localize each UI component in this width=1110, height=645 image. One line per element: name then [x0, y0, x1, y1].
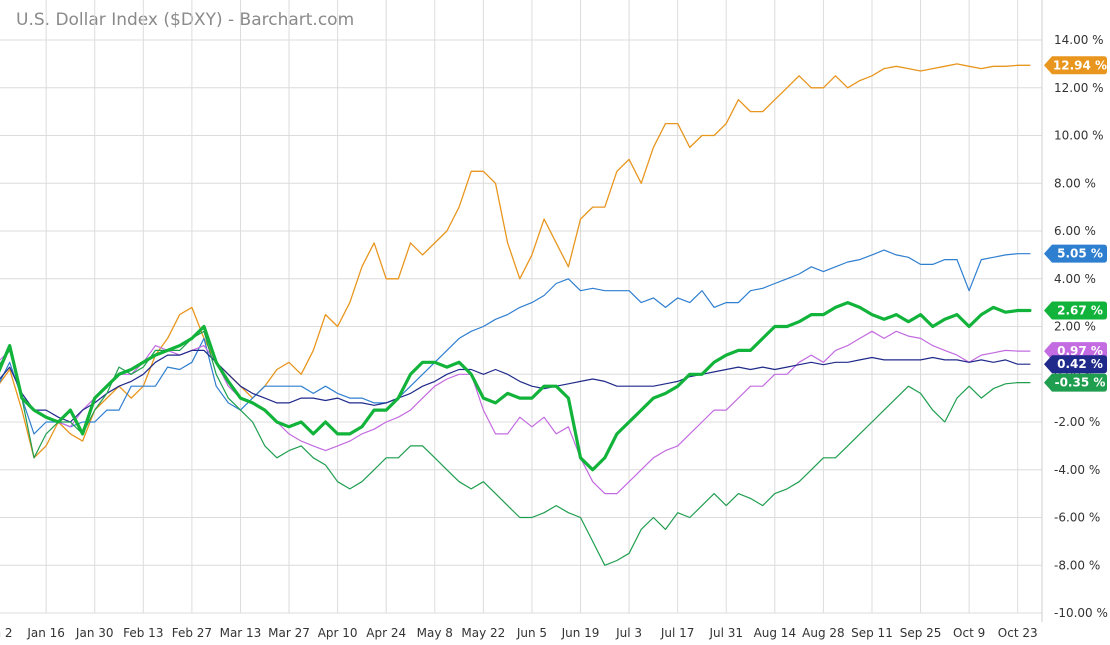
x-tick-label: Jan 30: [75, 626, 114, 640]
y-tick-label: 2.00 %: [1054, 320, 1096, 334]
x-tick-label: Jan 2: [0, 626, 13, 640]
x-tick-label: Sep 25: [900, 626, 942, 640]
x-tick-label: Mar 13: [220, 626, 262, 640]
x-tick-label: Jun 5: [516, 626, 547, 640]
x-tick-label: Jul 17: [660, 626, 695, 640]
x-tick-label: Oct 23: [998, 626, 1038, 640]
x-tick-label: Mar 27: [268, 626, 310, 640]
y-tick-label: -4.00 %: [1054, 463, 1100, 477]
value-badge-0: [1044, 56, 1107, 75]
series-line-1: [0, 249, 1031, 435]
y-tick-label: 4.00 %: [1054, 272, 1096, 286]
value-badge-1: [1044, 244, 1107, 263]
x-tick-label: Feb 27: [172, 626, 212, 640]
series-line-5: [0, 301, 1032, 472]
y-tick-label: -10.00 %: [1054, 606, 1108, 620]
x-tick-label: Jun 19: [561, 626, 600, 640]
value-badge-label-2: 0.97 %: [1057, 344, 1103, 358]
x-tick-label: Jan 16: [26, 626, 65, 640]
value-badge-3: [1044, 355, 1107, 374]
y-tick-label: 14.00 %: [1054, 33, 1104, 47]
x-tick-label: Apr 10: [318, 626, 358, 640]
series-line-0: [0, 63, 1031, 459]
series-line-4: [0, 330, 1031, 566]
value-badge-label-4: -0.35 %: [1055, 376, 1106, 390]
x-tick-label: Oct 9: [953, 626, 985, 640]
x-tick-label: Jul 31: [708, 626, 743, 640]
y-tick-label: 12.00 %: [1054, 81, 1104, 95]
y-tick-label: 10.00 %: [1054, 129, 1104, 143]
chart-title: U.S. Dollar Index ($DXY) - Barchart.com: [16, 10, 355, 30]
x-tick-label: Aug 14: [754, 626, 797, 640]
x-tick-label: Feb 13: [123, 626, 163, 640]
x-tick-label: Aug 28: [802, 626, 845, 640]
value-badge-5: [1044, 301, 1107, 320]
value-badge-label-5: 2.67 %: [1057, 304, 1103, 318]
y-tick-label: -2.00 %: [1054, 415, 1100, 429]
y-tick-label: 8.00 %: [1054, 176, 1096, 190]
value-badge-label-1: 5.05 %: [1057, 247, 1103, 261]
y-tick-label: -6.00 %: [1054, 511, 1100, 525]
x-tick-label: Sep 11: [851, 626, 893, 640]
y-tick-label: -8.00 %: [1054, 558, 1100, 572]
series-line-3: [0, 349, 1031, 423]
y-tick-label: 6.00 %: [1054, 224, 1096, 238]
value-badge-label-3: 0.42 %: [1057, 357, 1103, 371]
x-tick-label: Jul 3: [615, 626, 642, 640]
value-badge-label-0: 12.94 %: [1053, 58, 1107, 72]
x-tick-label: May 22: [461, 626, 505, 640]
value-badge-4: [1044, 373, 1107, 392]
x-tick-label: May 8: [417, 626, 453, 640]
x-tick-label: Apr 24: [366, 626, 406, 640]
